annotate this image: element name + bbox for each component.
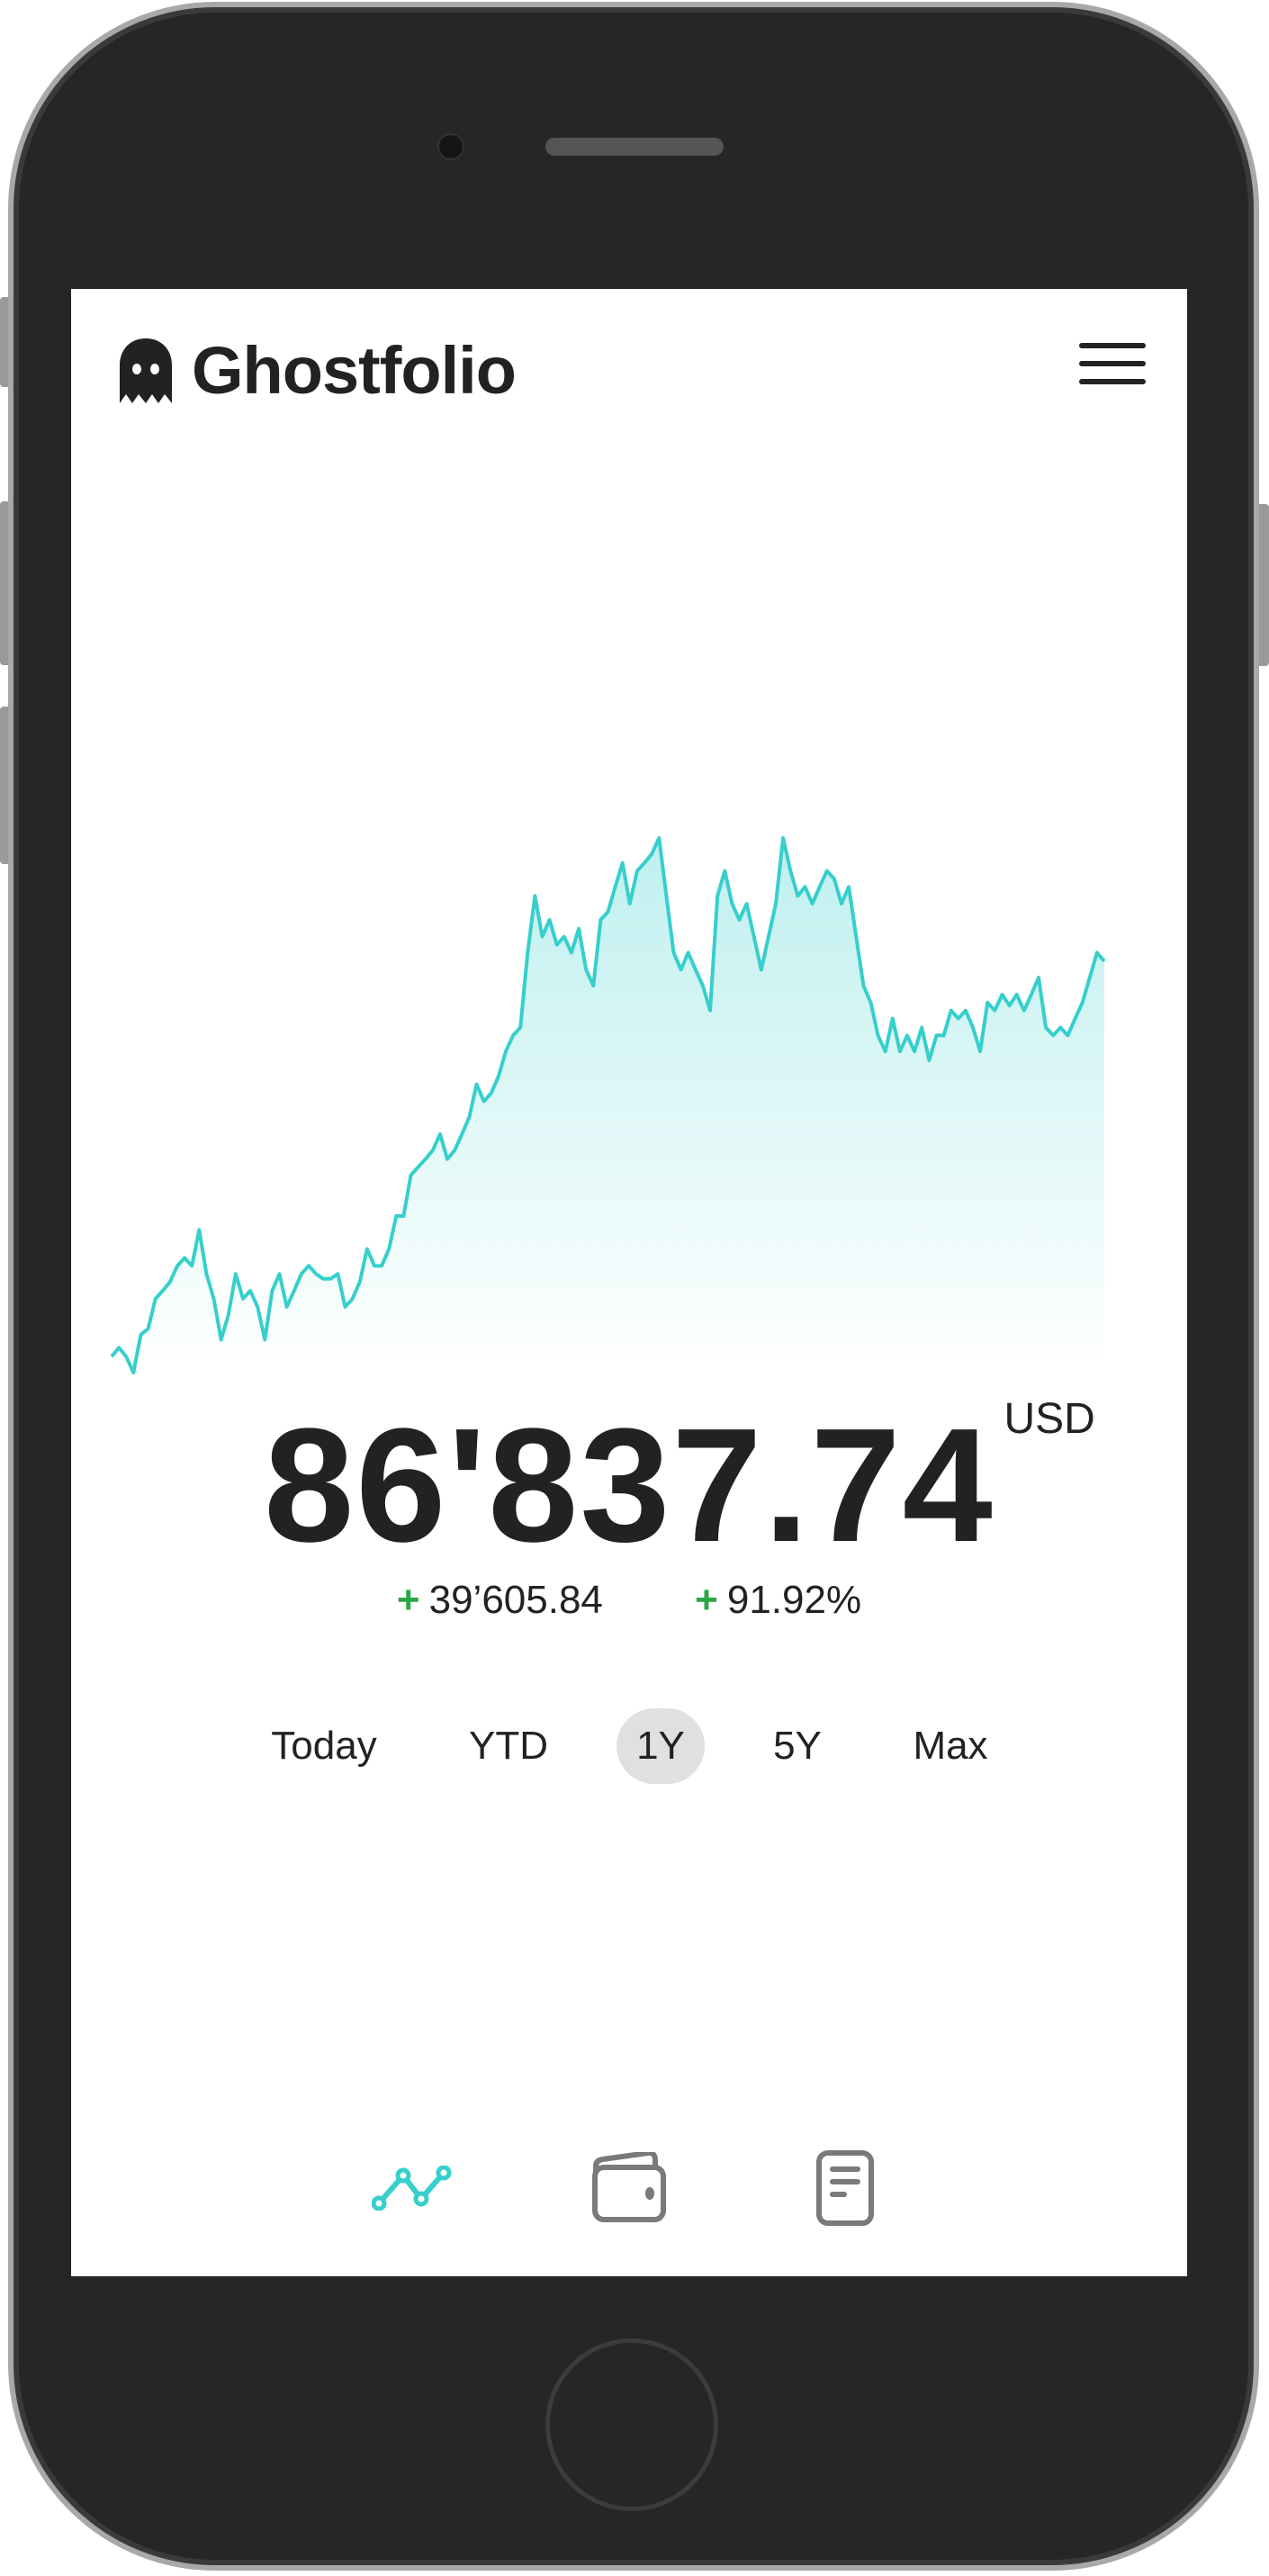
wallet-icon <box>592 2152 666 2222</box>
bottom-navigation <box>71 2143 1187 2233</box>
app-name: Ghostfolio <box>192 333 517 408</box>
header: Ghostfolio <box>71 289 1187 442</box>
portfolio-value: 86'837.74 <box>264 1395 994 1576</box>
logo[interactable]: Ghostfolio <box>120 332 517 409</box>
nav-overview[interactable] <box>368 2143 458 2233</box>
plus-sign: + <box>396 1578 420 1622</box>
document-icon <box>816 2150 874 2226</box>
absolute-change-value: 39’605.84 <box>428 1578 603 1622</box>
relative-change: +91.92% <box>695 1578 861 1623</box>
ghost-icon <box>120 338 172 403</box>
chart-series-line <box>110 836 1106 1374</box>
performance-summary: +39’605.84 +91.92% <box>71 1578 1187 1623</box>
front-camera <box>437 133 464 160</box>
plus-sign: + <box>695 1578 718 1622</box>
absolute-change: +39’605.84 <box>397 1578 603 1623</box>
range-1y[interactable]: 1Y <box>616 1708 705 1784</box>
range-5y[interactable]: 5Y <box>773 1724 822 1768</box>
currency-label: USD <box>1004 1395 1095 1443</box>
chart-area-fill <box>112 838 1104 1373</box>
range-selector: Today YTD 1Y 5Y Max <box>71 1708 1187 1784</box>
home-button[interactable] <box>545 2338 718 2511</box>
nav-holdings[interactable] <box>584 2143 674 2233</box>
app-screen: Ghostfolio 86'837.74 USD +39’605.84 +91.… <box>71 289 1187 2276</box>
range-today[interactable]: Today <box>271 1724 377 1768</box>
speaker-grille <box>545 138 724 156</box>
line-chart-icon <box>372 2166 452 2211</box>
portfolio-value-block: 86'837.74 USD <box>71 1395 1187 1567</box>
range-ytd[interactable]: YTD <box>469 1724 548 1768</box>
range-max[interactable]: Max <box>913 1724 988 1768</box>
performance-chart <box>110 836 1106 1374</box>
nav-activities[interactable] <box>800 2143 890 2233</box>
relative-change-value: 91.92% <box>726 1578 862 1622</box>
hamburger-menu-icon[interactable] <box>1079 343 1146 384</box>
